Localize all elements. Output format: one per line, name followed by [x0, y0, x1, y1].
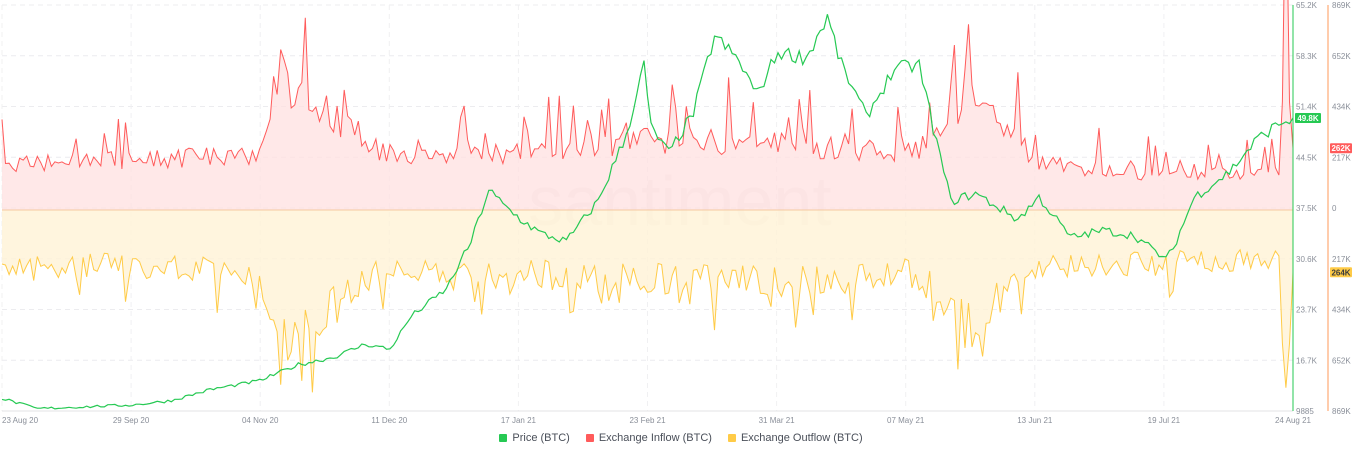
legend-swatch-outflow — [727, 434, 736, 442]
outflow-current-badge: 264K — [1330, 267, 1352, 278]
x-tick-label: 31 Mar 21 — [759, 416, 796, 425]
svg-text:262K: 262K — [1331, 144, 1350, 153]
x-tick-label: 19 Jul 21 — [1148, 416, 1181, 425]
x-tick-label: 13 Jun 21 — [1017, 416, 1053, 425]
flow-tick-label: 217K — [1332, 153, 1351, 162]
legend-item-inflow[interactable]: Exchange Inflow (BTC) — [585, 432, 712, 444]
x-tick-label: 24 Aug 21 — [1275, 416, 1312, 425]
legend-label-outflow: Exchange Outflow (BTC) — [740, 432, 863, 444]
price-series — [1, 14, 1294, 410]
price-tick-label: 30.6K — [1296, 255, 1318, 264]
flow-tick-label: 652K — [1332, 52, 1351, 61]
axes — [2, 5, 1329, 412]
x-axis-labels: 23 Aug 20 29 Sep 20 04 Nov 20 11 Dec 20 17 J… — [2, 416, 1312, 425]
x-tick-label: 23 Aug 20 — [2, 416, 39, 425]
inflow-line — [1, 0, 1294, 181]
svg-text:49.8K: 49.8K — [1297, 114, 1319, 123]
value-badges: 49.8K 262K 264K — [1295, 113, 1352, 278]
flow-tick-label: 869K — [1332, 407, 1351, 416]
legend-swatch-inflow — [585, 434, 594, 442]
price-current-badge: 49.8K — [1295, 113, 1321, 124]
flow-tick-label: 217K — [1332, 255, 1351, 264]
legend-item-price[interactable]: Price (BTC) — [499, 432, 570, 444]
outflow-line — [1, 248, 1294, 393]
x-tick-label: 29 Sep 20 — [113, 416, 150, 425]
inflow-area — [2, 0, 1293, 210]
price-tick-label: 37.5K — [1296, 204, 1318, 213]
x-tick-label: 11 Dec 20 — [371, 416, 407, 425]
y-axis-labels: 65.2K 58.3K 51.4K 44.5K 37.5K 30.6K 23.7K 16.7K… — [1296, 1, 1351, 416]
x-tick-label: 07 May 21 — [887, 416, 925, 425]
flow-tick-label: 0 — [1332, 204, 1337, 213]
legend-swatch-price — [499, 434, 508, 442]
flow-tick-label: 869K — [1332, 1, 1351, 10]
price-tick-label: 65.2K — [1296, 1, 1318, 10]
flow-tick-label: 652K — [1332, 356, 1351, 365]
price-tick-label: 51.4K — [1296, 103, 1318, 112]
legend: Price (BTC) Exchange Inflow (BTC) Exchan… — [0, 432, 1362, 444]
inflow-current-badge: 262K — [1330, 143, 1352, 154]
price-tick-label: 9885 — [1296, 407, 1314, 416]
x-tick-label: 17 Jan 21 — [501, 416, 537, 425]
price-tick-label: 16.7K — [1296, 356, 1318, 365]
price-tick-label: 44.5K — [1296, 153, 1318, 162]
flow-tick-label: 434K — [1332, 103, 1351, 112]
price-tick-label: 23.7K — [1296, 306, 1318, 315]
x-tick-label: 04 Nov 20 — [242, 416, 279, 425]
price-line — [1, 14, 1294, 410]
flow-series — [1, 0, 1294, 393]
outflow-area — [2, 210, 1293, 393]
svg-text:264K: 264K — [1331, 268, 1350, 277]
x-tick-label: 23 Feb 21 — [629, 416, 666, 425]
legend-item-outflow[interactable]: Exchange Outflow (BTC) — [727, 432, 863, 444]
legend-label-price: Price (BTC) — [512, 432, 570, 444]
price-tick-label: 58.3K — [1296, 52, 1318, 61]
legend-label-inflow: Exchange Inflow (BTC) — [598, 432, 712, 444]
flow-tick-label: 434K — [1332, 306, 1351, 315]
